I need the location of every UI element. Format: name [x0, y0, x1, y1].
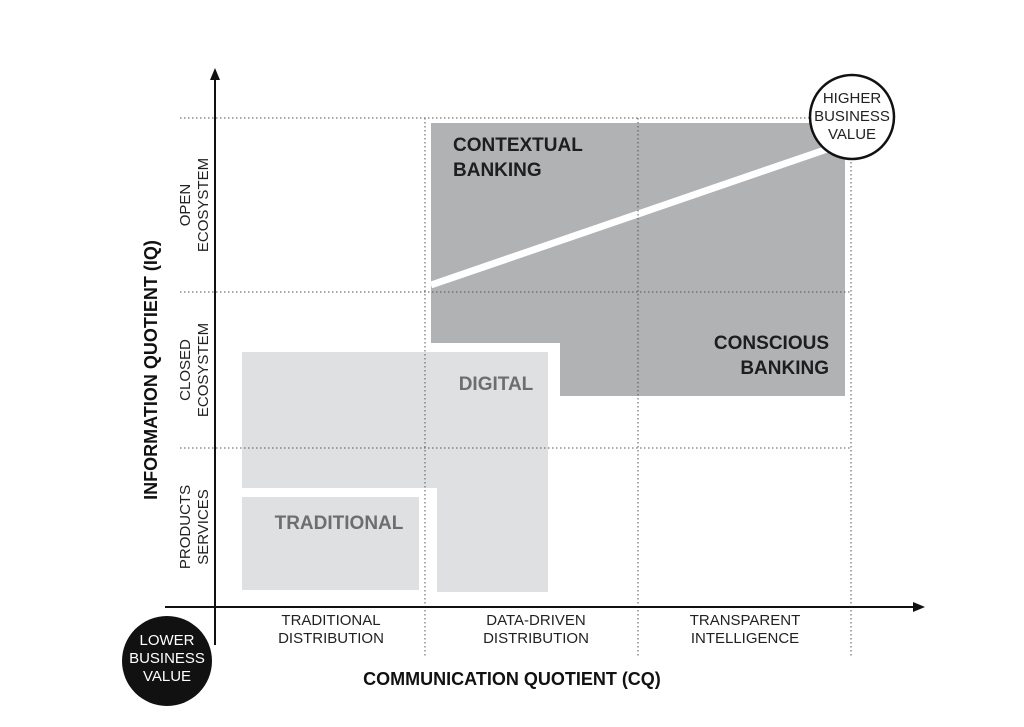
- x-arrow: [913, 602, 925, 612]
- column-label: DISTRIBUTION: [278, 630, 384, 647]
- y-axis-title: INFORMATION QUOTIENT (IQ): [141, 240, 161, 500]
- y-arrow: [210, 68, 220, 80]
- higher-label: VALUE: [828, 126, 876, 143]
- region-traditional: [242, 497, 419, 590]
- region-label: CONSCIOUS: [714, 333, 829, 354]
- higher-label: HIGHER: [823, 90, 882, 107]
- region-label: DIGITAL: [459, 374, 534, 395]
- column-label: TRANSPARENT: [690, 612, 801, 629]
- row-label: OPEN: [177, 184, 194, 227]
- region-digital: [242, 352, 548, 592]
- region-label: BANKING: [453, 160, 542, 181]
- lower-label: VALUE: [143, 668, 191, 685]
- region-label: TRADITIONAL: [275, 513, 404, 534]
- x-axis-title: COMMUNICATION QUOTIENT (CQ): [363, 669, 661, 689]
- row-label: PRODUCTS: [177, 485, 194, 569]
- column-label: DISTRIBUTION: [483, 630, 589, 647]
- row-label: SERVICES: [195, 489, 212, 565]
- lower-label: LOWER: [139, 632, 194, 649]
- row-label: CLOSED: [177, 339, 194, 401]
- region-label: CONTEXTUAL: [453, 135, 583, 156]
- row-label: ECOSYSTEM: [195, 323, 212, 417]
- column-label: DATA-DRIVEN: [486, 612, 585, 629]
- column-label: INTELLIGENCE: [691, 630, 799, 647]
- lower-label: BUSINESS: [129, 650, 205, 667]
- region-label: BANKING: [740, 358, 829, 379]
- higher-label: BUSINESS: [814, 108, 890, 125]
- value-line: [429, 140, 844, 289]
- higher-circle: [808, 73, 896, 161]
- lower-circle: [122, 616, 212, 706]
- column-label: TRADITIONAL: [281, 612, 380, 629]
- row-label: ECOSYSTEM: [195, 158, 212, 252]
